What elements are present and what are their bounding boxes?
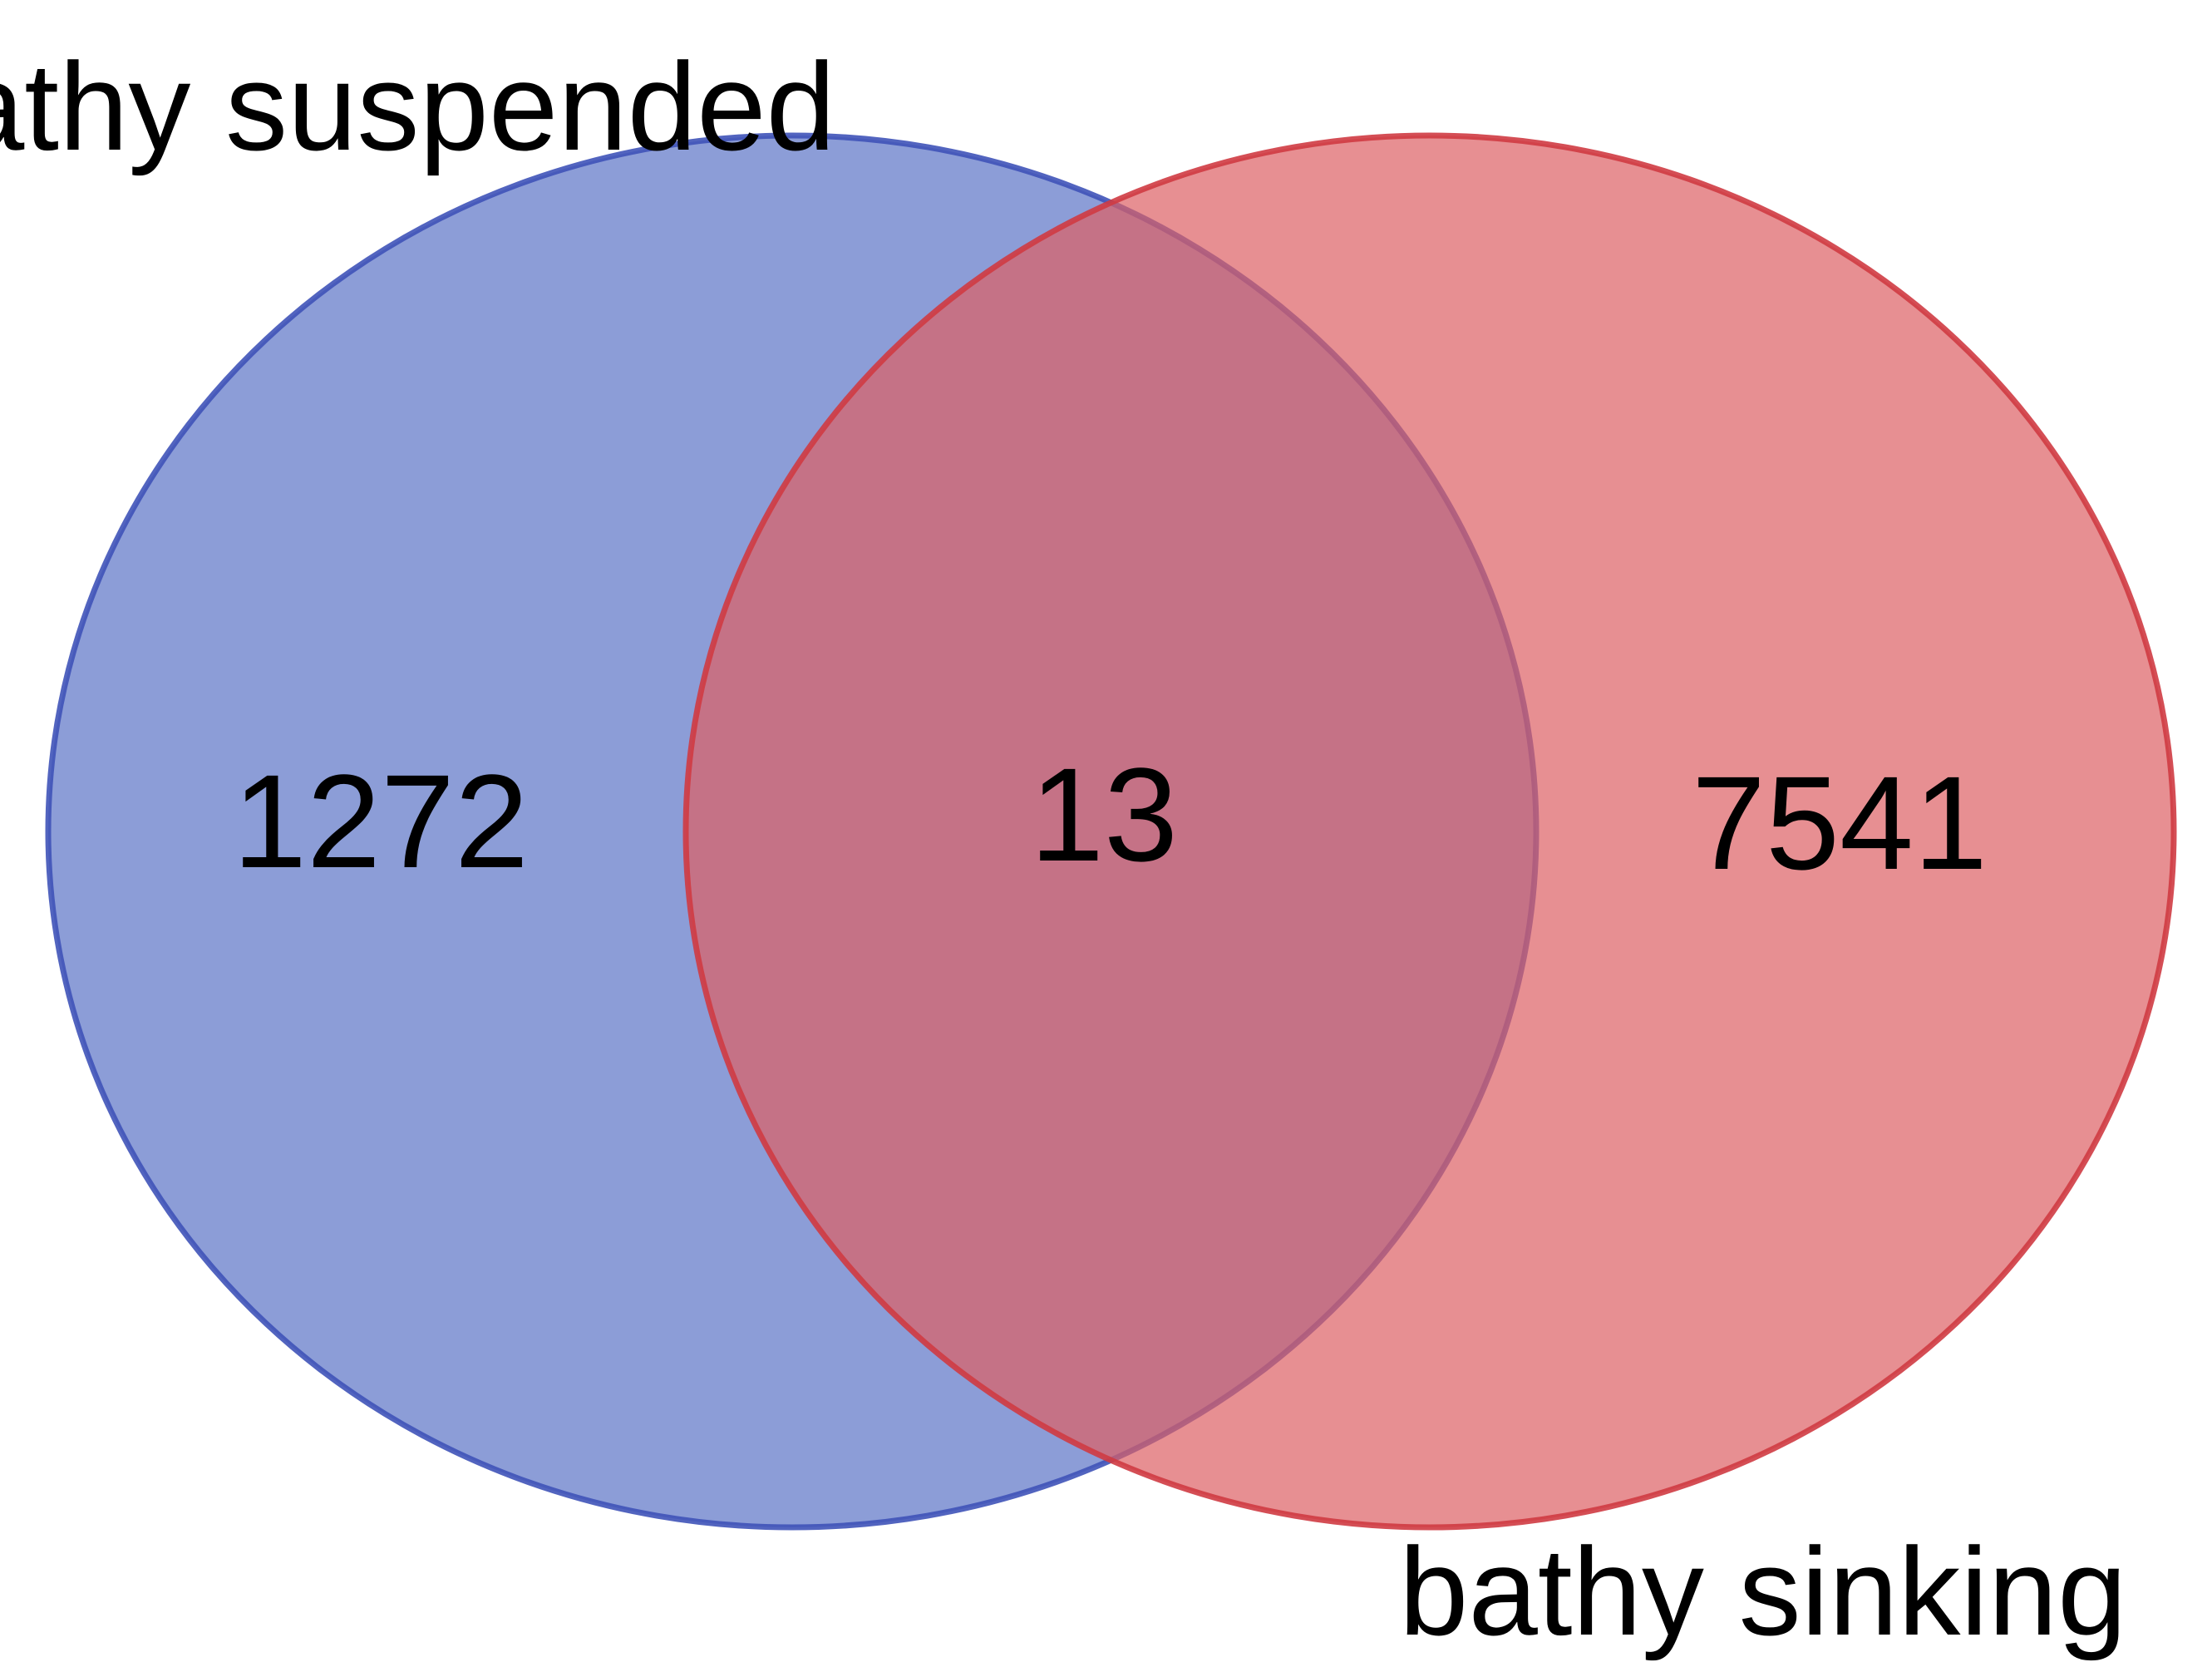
set-label-bathy-suspended: bathy suspended [0,37,835,176]
count-bathy-suspended-only: 1272 [233,747,529,895]
count-bathy-sinking-only: 7541 [1692,748,1988,897]
count-intersection: 13 [1030,740,1178,889]
set-label-bathy-sinking: bathy sinking [1399,1522,2127,1661]
set-circle-bathy-sinking [682,132,2177,1531]
